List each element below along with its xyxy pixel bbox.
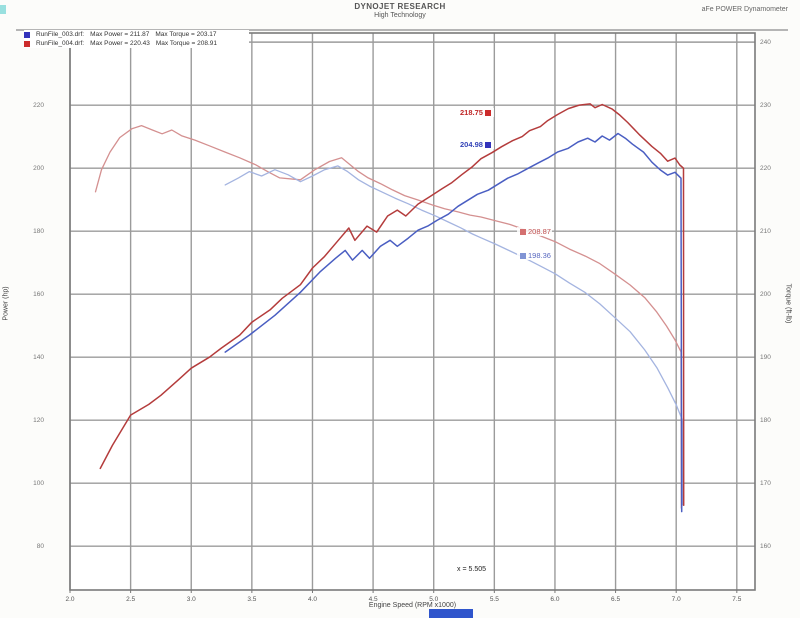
trace-torque bbox=[94, 124, 682, 509]
cursor-x-readout[interactable]: x = 5.505 bbox=[455, 566, 488, 573]
torque-tick-label: 210 bbox=[760, 228, 771, 235]
left-axis-title: Power (hp) bbox=[2, 286, 10, 321]
torque-tick-label: 180 bbox=[760, 417, 771, 424]
trace-power bbox=[99, 103, 685, 507]
x-tick-label: 4.5 bbox=[369, 596, 378, 603]
run2-file: RunFile_004.drf: bbox=[36, 40, 85, 47]
x-tick-label: 6.0 bbox=[550, 596, 559, 603]
blue-torque-marker-icon bbox=[520, 252, 526, 259]
power-tick-label: 160 bbox=[33, 291, 44, 298]
report-title-block: DYNOJET RESEARCH High Technology bbox=[0, 2, 800, 19]
blue-square-marker-icon bbox=[484, 141, 491, 148]
torque-tick-label: 190 bbox=[760, 354, 771, 361]
report-subtitle: High Technology bbox=[374, 12, 426, 19]
cursor-power-value-blue: 204.98 bbox=[460, 140, 483, 149]
cursor-torque-value-red: 208.87 bbox=[528, 227, 551, 236]
x-axis-title: Engine Speed (RPM x1000) bbox=[368, 602, 457, 609]
x-tick-label: 3.0 bbox=[187, 596, 196, 603]
x-tick-label: 7.5 bbox=[732, 596, 741, 603]
power-tick-label: 80 bbox=[37, 543, 45, 550]
run2-color-swatch bbox=[24, 40, 30, 47]
red-torque-marker-icon bbox=[520, 228, 526, 235]
run2-max-power: Max Power = 220.43 bbox=[90, 40, 150, 47]
x-tick-label: 7.0 bbox=[672, 596, 681, 603]
run-legend: RunFile_003.drf: Max Power = 211.87 Max … bbox=[24, 30, 249, 48]
x-tick-label: 6.5 bbox=[611, 596, 620, 603]
cursor-torque-label-blue[interactable]: 198.36 bbox=[517, 251, 552, 260]
plot-frame bbox=[69, 32, 756, 591]
x-tick-label: 3.5 bbox=[247, 596, 256, 603]
power-tick-label: 100 bbox=[33, 480, 44, 487]
run1-max-torque: Max Torque = 203.17 bbox=[155, 31, 217, 38]
power-tick-label: 180 bbox=[33, 228, 44, 235]
torque-tick-label: 170 bbox=[760, 480, 771, 487]
cursor-torque-label-red[interactable]: 208.87 bbox=[517, 227, 552, 236]
legend-row-run2[interactable]: RunFile_004.drf: Max Power = 220.43 Max … bbox=[24, 39, 249, 48]
x-tick-label: 2.0 bbox=[65, 596, 74, 603]
cursor-power-value-red: 218.75 bbox=[460, 108, 483, 117]
legend-row-run1[interactable]: RunFile_003.drf: Max Power = 211.87 Max … bbox=[24, 30, 249, 39]
taskbar-blue-segment[interactable] bbox=[429, 609, 473, 618]
header-divider bbox=[16, 29, 788, 31]
power-tick-label: 220 bbox=[33, 102, 44, 109]
corner-mark bbox=[0, 5, 6, 14]
cursor-power-label-blue[interactable]: 204.98 bbox=[459, 140, 494, 149]
power-tick-label: 200 bbox=[33, 165, 44, 172]
run1-max-power: Max Power = 211.87 bbox=[90, 31, 150, 38]
plot-background bbox=[70, 33, 755, 590]
torque-tick-label: 220 bbox=[760, 165, 771, 172]
x-tick-label: 5.5 bbox=[490, 596, 499, 603]
run1-color-swatch bbox=[24, 31, 30, 38]
run1-file: RunFile_003.drf: bbox=[36, 31, 85, 38]
torque-tick-label: 240 bbox=[760, 39, 771, 46]
power-tick-label: 120 bbox=[33, 417, 44, 424]
trace-torque bbox=[224, 165, 684, 506]
cursor-power-label-red[interactable]: 218.75 bbox=[459, 108, 494, 117]
x-tick-label: 5.0 bbox=[429, 596, 438, 603]
torque-tick-label: 230 bbox=[760, 102, 771, 109]
run2-max-torque: Max Torque = 208.91 bbox=[155, 40, 218, 47]
right-axis-title: Torque (ft-lb) bbox=[784, 283, 792, 324]
x-tick-label: 4.0 bbox=[308, 596, 317, 603]
trace-power bbox=[224, 132, 683, 513]
torque-tick-label: 160 bbox=[760, 543, 771, 550]
report-header-right: aFe POWER Dynamometer bbox=[701, 6, 788, 13]
cursor-torque-value-blue: 198.36 bbox=[528, 251, 551, 260]
x-tick-label: 2.5 bbox=[126, 596, 135, 603]
red-square-marker-icon bbox=[484, 109, 491, 116]
power-tick-label: 140 bbox=[33, 354, 44, 361]
report-title: DYNOJET RESEARCH bbox=[354, 2, 446, 11]
torque-tick-label: 200 bbox=[760, 291, 771, 298]
